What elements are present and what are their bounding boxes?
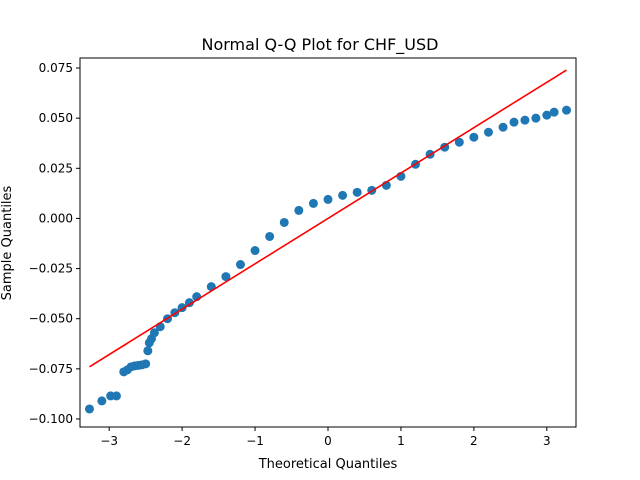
- data-point: [294, 205, 304, 215]
- y-tick-label: 0.050: [39, 111, 73, 125]
- y-tick-label: −0.025: [29, 262, 73, 276]
- x-tick-label: −3: [100, 434, 118, 448]
- data-point: [308, 198, 318, 208]
- data-point: [323, 194, 333, 204]
- data-point: [141, 359, 151, 369]
- data-point: [265, 231, 275, 241]
- data-point: [483, 127, 493, 137]
- data-point: [509, 117, 519, 127]
- data-point: [531, 113, 541, 123]
- data-point: [454, 137, 464, 147]
- data-point: [221, 272, 231, 282]
- data-point: [84, 404, 94, 414]
- y-axis-label: Sample Quantiles: [0, 185, 15, 300]
- data-point: [149, 328, 159, 338]
- x-tick-label: 2: [470, 434, 478, 448]
- x-axis-label: Theoretical Quantiles: [258, 457, 398, 472]
- y-tick-label: 0.025: [39, 161, 73, 175]
- reference-line: [89, 69, 567, 368]
- data-point: [143, 346, 153, 356]
- data-point: [184, 298, 194, 308]
- data-point: [235, 260, 245, 270]
- chart-title: Normal Q-Q Plot for CHF_USD: [202, 35, 439, 55]
- data-point: [352, 187, 362, 197]
- data-point: [542, 110, 552, 120]
- x-tick-label: 0: [324, 434, 332, 448]
- y-tick-label: 0.075: [39, 61, 73, 75]
- y-tick-label: −0.050: [29, 312, 73, 326]
- reference-line-layer: [89, 69, 567, 368]
- y-tick-label: 0.000: [39, 211, 73, 225]
- x-tick-label: −2: [173, 434, 191, 448]
- data-point: [469, 132, 479, 142]
- data-point: [520, 115, 530, 125]
- y-tick-label: −0.100: [29, 412, 73, 426]
- x-tick-label: −1: [246, 434, 264, 448]
- data-point: [498, 122, 508, 132]
- tick-marks: −3 −2 −1 0 1 2 3 −0.100 −0.075 −0.050 −0.025 0.000 0…: [29, 61, 551, 448]
- data-point: [279, 217, 289, 227]
- data-point: [111, 391, 121, 401]
- x-tick-label: 1: [397, 434, 405, 448]
- data-point: [562, 105, 572, 115]
- x-tick-label: 3: [543, 434, 551, 448]
- y-tick-label: −0.075: [29, 362, 73, 376]
- data-point: [250, 246, 260, 256]
- data-point: [338, 190, 348, 200]
- data-point: [549, 107, 559, 117]
- data-point: [97, 396, 107, 406]
